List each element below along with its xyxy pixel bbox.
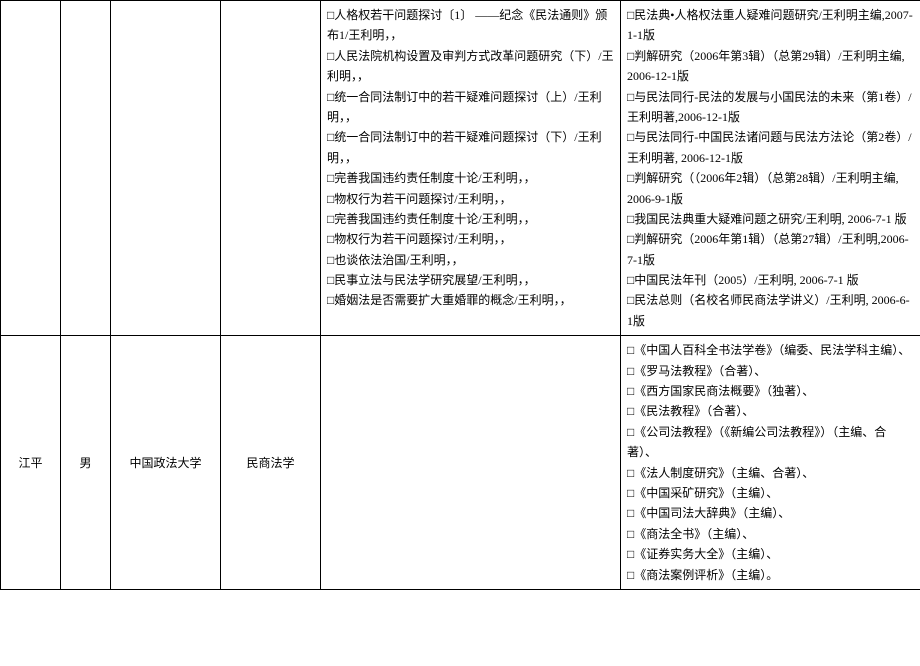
text-line: □《中国人百科全书法学卷》（编委、民法学科主编）、 [627, 340, 914, 360]
cell-gender: 男 [61, 336, 111, 590]
text-line: □《公司法教程》（《新编公司法教程》）（主编、合著）、 [627, 422, 914, 463]
text-line: □完善我国违约责任制度十论/王利明，， [327, 209, 614, 229]
text-line: □中国民法年刊（2005）/王利明, 2006-7-1 版 [627, 270, 914, 290]
cell-name: 江平 [1, 336, 61, 590]
text-line: □与民法同行-中国民法诸问题与民法方法论（第2卷）/王利明著, 2006-12-… [627, 127, 914, 168]
text-line: □物权行为若干问题探讨/王利明，， [327, 189, 614, 209]
text-line: □《商法全书》（主编）、 [627, 524, 914, 544]
text-line: □《民法教程》（合著）、 [627, 401, 914, 421]
text-line: □判解研究（2006年第3辑）（总第29辑）/王利明主编, 2006-12-1版 [627, 46, 914, 87]
text-line: □统一合同法制订中的若干疑难问题探讨（下）/王利明，， [327, 127, 614, 168]
text-line: □民法典•人格权法重人疑难问题研究/王利明主编,2007-1-1版 [627, 5, 914, 46]
text-line: □人民法院机构设置及审判方式改革问题研究（下）/王利明，， [327, 46, 614, 87]
text-line: □物权行为若干问题探讨/王利明，， [327, 229, 614, 249]
text-line: □《西方国家民商法概要》（独著）、 [627, 381, 914, 401]
cell-papers [321, 336, 621, 590]
text-line: □民法总则（名校名师民商法学讲义）/王利明, 2006-6-1版 [627, 290, 914, 331]
text-line: □与民法同行-民法的发展与小国民法的未来（第1卷）/王利明著,2006-12-1… [627, 87, 914, 128]
text-line: □婚姻法是否需要扩大重婚罪的概念/王利明，， [327, 290, 614, 310]
table-row: □人格权若干问题探讨〔1〕 ——纪念《民法通则》颁布1/王利明，，□人民法院机构… [1, 1, 920, 336]
text-line: □判解研究（2006年第1辑）（总第27辑）/王利明,2006-7-1版 [627, 229, 914, 270]
text-line: □《法人制度研究》（主编、合著）、 [627, 463, 914, 483]
cell-books: □《中国人百科全书法学卷》（编委、民法学科主编）、□《罗马法教程》（合著）、□《… [621, 336, 920, 590]
text-line: □判解研究（（2006年2辑）（总第28辑）/王利明主编, 2006-9-1版 [627, 168, 914, 209]
text-line: □统一合同法制订中的若干疑难问题探讨（上）/王利明，， [327, 87, 614, 128]
cell-university: 中国政法大学 [111, 336, 221, 590]
text-line: □《中国采矿研究》（主编）、 [627, 483, 914, 503]
text-line: □《商法案例评析》（主编）。 [627, 565, 914, 585]
cell-field [221, 1, 321, 336]
text-line: □《证券实务大全》（主编）、 [627, 544, 914, 564]
text-line: □人格权若干问题探讨〔1〕 ——纪念《民法通则》颁布1/王利明，， [327, 5, 614, 46]
text-line: □完善我国违约责任制度十论/王利明，， [327, 168, 614, 188]
cell-books: □民法典•人格权法重人疑难问题研究/王利明主编,2007-1-1版□判解研究（2… [621, 1, 920, 336]
cell-field: 民商法学 [221, 336, 321, 590]
cell-papers: □人格权若干问题探讨〔1〕 ——纪念《民法通则》颁布1/王利明，，□人民法院机构… [321, 1, 621, 336]
cell-gender [61, 1, 111, 336]
cell-name [1, 1, 61, 336]
cell-university [111, 1, 221, 336]
text-line: □《中国司法大辞典》（主编）、 [627, 503, 914, 523]
table-row: 江平 男 中国政法大学 民商法学 □《中国人百科全书法学卷》（编委、民法学科主编… [1, 336, 920, 590]
text-line: □《罗马法教程》（合著）、 [627, 361, 914, 381]
text-line: □我国民法典重大疑难问题之研究/王利明, 2006-7-1 版 [627, 209, 914, 229]
text-line: □民事立法与民法学研究展望/王利明，， [327, 270, 614, 290]
text-line: □也谈依法治国/王利明，， [327, 250, 614, 270]
